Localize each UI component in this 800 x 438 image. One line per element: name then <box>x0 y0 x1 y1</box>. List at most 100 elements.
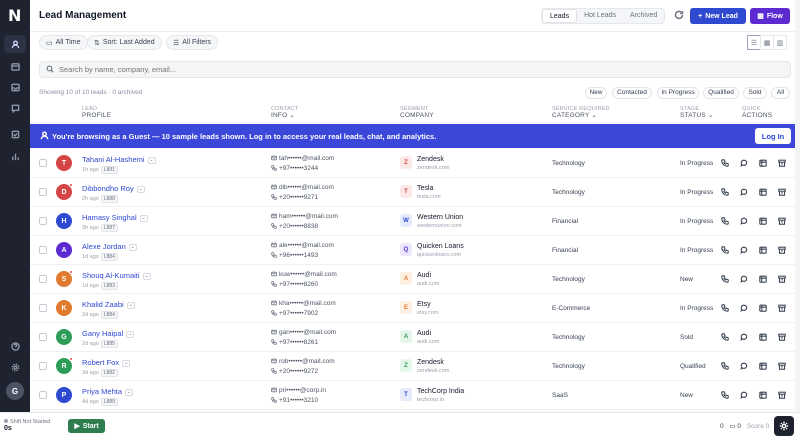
app-logo[interactable]: N <box>8 6 22 25</box>
row-checkbox[interactable] <box>39 362 47 370</box>
row-checkbox[interactable] <box>39 391 47 399</box>
table-row[interactable]: T Tahani Al-Hashemi ⌄ 1h ago L891 tah••••••@m… <box>30 149 800 178</box>
all-filters-button[interactable]: ☰ All Filters <box>166 35 219 50</box>
status-badge[interactable]: Sold <box>680 334 694 341</box>
calendar-button[interactable] <box>758 274 768 284</box>
sort-filter[interactable]: ⇅ Sort: Last Added <box>87 35 162 50</box>
tab-hot-leads[interactable]: Hot Leads <box>584 12 616 19</box>
tab-archived[interactable]: Archived <box>630 12 658 19</box>
calendar-button[interactable] <box>758 158 768 168</box>
call-button[interactable] <box>720 332 730 342</box>
chat-button[interactable] <box>739 158 749 168</box>
sidebar-item-analytics[interactable] <box>4 147 26 165</box>
lead-phone[interactable]: +91••••••3210 <box>271 397 318 404</box>
search-input[interactable] <box>59 65 659 74</box>
table-row[interactable]: A Alexe Jordan ⌄ 1d ago L884 ale••••••@mail.c… <box>30 236 800 265</box>
status-chip-contacted[interactable]: Contacted <box>612 87 652 99</box>
sidebar-item-inbox[interactable] <box>4 78 26 96</box>
lead-email[interactable]: ham••••••@mail.com <box>271 213 338 220</box>
chat-button[interactable] <box>739 245 749 255</box>
call-button[interactable] <box>720 274 730 284</box>
lead-email[interactable]: rob••••••@mail.com <box>271 358 335 365</box>
calendar-button[interactable] <box>758 245 768 255</box>
calendar-button[interactable] <box>758 303 768 313</box>
status-badge[interactable]: Qualified <box>680 363 706 370</box>
lead-email[interactable]: ale••••••@mail.com <box>271 242 334 249</box>
calendar-button[interactable] <box>758 361 768 371</box>
start-shift-button[interactable]: ▶ Start <box>68 419 105 433</box>
row-checkbox[interactable] <box>39 159 47 167</box>
archive-button[interactable] <box>777 390 787 400</box>
table-row[interactable]: P Priya Mehta ⌄ 4d ago L889 pri••••••@corp.in… <box>30 381 800 410</box>
chat-button[interactable] <box>739 216 749 226</box>
table-row[interactable]: R Robert Fox ⌄ 3d ago L882 rob••••••@mail.com… <box>30 352 800 381</box>
chevron-down-icon[interactable]: ⌄ <box>128 243 137 251</box>
chat-button[interactable] <box>739 187 749 197</box>
status-badge[interactable]: In Progress <box>680 247 714 254</box>
chevron-down-icon[interactable]: ⌄ <box>126 301 135 309</box>
calendar-button[interactable] <box>758 187 768 197</box>
table-row[interactable]: S Shouq Al-Kumaiti ⌄ 1d ago L883 kuw••••••@ma… <box>30 265 800 294</box>
chat-button[interactable] <box>739 332 749 342</box>
status-chip-in-progress[interactable]: In Progress <box>657 87 699 99</box>
new-lead-button[interactable]: + New Lead <box>690 8 746 24</box>
column-status[interactable]: STAGE STATUS ⌄ <box>680 106 714 119</box>
status-badge[interactable]: In Progress <box>680 160 714 167</box>
column-contact[interactable]: CONTACT INFO ⌄ <box>271 106 299 119</box>
lead-name[interactable]: Gany Haipal ⌄ <box>82 329 135 338</box>
chevron-down-icon[interactable]: ⌄ <box>142 272 151 280</box>
flow-button[interactable]: ▦ Flow <box>750 8 790 24</box>
calendar-button[interactable] <box>758 332 768 342</box>
lead-email[interactable]: dib••••••@mail.com <box>271 184 334 191</box>
status-chip-all[interactable]: All <box>771 87 790 99</box>
status-chip-new[interactable]: New <box>585 87 607 99</box>
sidebar-item-calendar[interactable] <box>4 57 26 75</box>
call-button[interactable] <box>720 245 730 255</box>
lead-email[interactable]: kuw••••••@mail.com <box>271 271 337 278</box>
status-badge[interactable]: New <box>680 276 694 283</box>
archive-button[interactable] <box>777 216 787 226</box>
lead-name[interactable]: Shouq Al-Kumaiti ⌄ <box>82 271 151 280</box>
lead-phone[interactable]: +20••••••8838 <box>271 223 318 230</box>
lead-name[interactable]: Hamasy Singhal ⌄ <box>82 213 148 222</box>
list-view-button[interactable]: ☰ <box>747 35 761 50</box>
status-badge[interactable]: In Progress <box>680 189 714 196</box>
call-button[interactable] <box>720 390 730 400</box>
row-checkbox[interactable] <box>39 188 47 196</box>
column-category[interactable]: SERVICE REQUIRED CATEGORY ⌄ <box>552 106 610 119</box>
chat-button[interactable] <box>739 390 749 400</box>
lead-phone[interactable]: +97••••••8261 <box>271 339 318 346</box>
call-button[interactable] <box>720 216 730 226</box>
login-button[interactable]: Log In <box>755 128 791 144</box>
status-chip-qualified[interactable]: Qualified <box>703 87 739 99</box>
lead-name[interactable]: Tahani Al-Hashemi ⌄ <box>82 155 156 164</box>
table-row[interactable]: K Khalid Zaabi ⌄ 2d ago L884 kha••••••@mail.c… <box>30 294 800 323</box>
lead-email[interactable]: gan••••••@mail.com <box>271 329 336 336</box>
archive-button[interactable] <box>777 245 787 255</box>
status-chip-sold[interactable]: Sold <box>743 87 767 99</box>
call-button[interactable] <box>720 303 730 313</box>
call-button[interactable] <box>720 361 730 371</box>
archive-button[interactable] <box>777 158 787 168</box>
lead-name[interactable]: Priya Mehta ⌄ <box>82 387 134 396</box>
sidebar-item-tasks[interactable] <box>4 125 26 143</box>
theme-toggle-button[interactable] <box>774 416 794 436</box>
lead-email[interactable]: pri••••••@corp.in <box>271 387 326 394</box>
sidebar-item-help[interactable] <box>4 337 26 355</box>
row-checkbox[interactable] <box>39 304 47 312</box>
calendar-button[interactable] <box>758 216 768 226</box>
archive-button[interactable] <box>777 332 787 342</box>
sidebar-item-settings[interactable] <box>4 358 26 376</box>
archive-button[interactable] <box>777 274 787 284</box>
lead-phone[interactable]: +20••••••9272 <box>271 368 318 375</box>
table-row[interactable]: D Dibbondho Roy ⌄ 2h ago L888 dib••••••@mail.… <box>30 178 800 207</box>
user-avatar[interactable]: G <box>6 382 24 400</box>
chat-button[interactable] <box>739 274 749 284</box>
row-checkbox[interactable] <box>39 275 47 283</box>
lead-phone[interactable]: +97••••••7902 <box>271 310 318 317</box>
grid-view-button[interactable]: ▦ <box>760 35 774 50</box>
table-row[interactable]: G Gany Haipal ⌄ 2d ago L885 gan••••••@mail.co… <box>30 323 800 352</box>
lead-name[interactable]: Robert Fox ⌄ <box>82 358 131 367</box>
chevron-down-icon[interactable]: ⌄ <box>139 214 148 222</box>
chevron-down-icon[interactable]: ⌄ <box>126 330 135 338</box>
